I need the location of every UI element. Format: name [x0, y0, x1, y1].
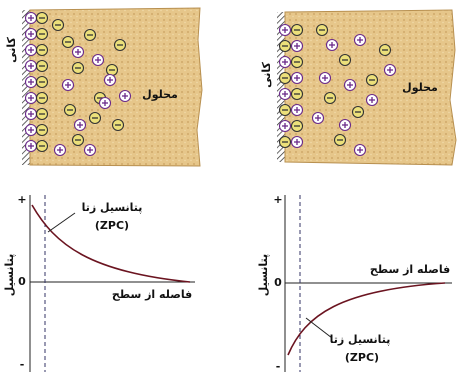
- cation: [63, 80, 74, 91]
- cation: [26, 109, 37, 120]
- cation: [26, 29, 37, 40]
- solution-label: محلول: [142, 88, 178, 101]
- y-label: پتانسیل: [3, 254, 16, 296]
- anion: [107, 65, 118, 76]
- cation: [280, 89, 291, 100]
- zeta-label: پتانسیل زتا: [330, 333, 391, 346]
- anion: [37, 125, 48, 136]
- zeta-label: پتانسیل زتا: [82, 201, 143, 214]
- anion: [37, 29, 48, 40]
- cation: [85, 145, 96, 156]
- y-minus: -: [276, 360, 281, 373]
- cation: [327, 40, 338, 51]
- anion: [37, 109, 48, 120]
- anion: [325, 93, 336, 104]
- cation: [75, 120, 86, 131]
- anion: [317, 25, 328, 36]
- anion: [37, 77, 48, 88]
- cation: [340, 120, 351, 131]
- cation: [292, 73, 303, 84]
- y-plus: +: [17, 193, 26, 206]
- anion: [280, 137, 291, 148]
- figure: کانی محلول کانی محلول + 0 - پتانسیل پتان…: [0, 0, 457, 374]
- anion: [85, 30, 96, 41]
- y-zero: 0: [18, 275, 26, 288]
- cation: [26, 61, 37, 72]
- anion: [340, 55, 351, 66]
- cation: [26, 125, 37, 136]
- anion: [63, 37, 74, 48]
- anion: [37, 45, 48, 56]
- mineral-label: کانی: [260, 62, 273, 88]
- anion: [53, 20, 64, 31]
- anion: [280, 105, 291, 116]
- y-minus: -: [20, 358, 25, 371]
- anion: [335, 135, 346, 146]
- anion: [280, 73, 291, 84]
- anion: [65, 105, 76, 116]
- cation: [26, 45, 37, 56]
- cation: [355, 35, 366, 46]
- anion: [37, 13, 48, 24]
- leader-line: [306, 318, 332, 338]
- anion: [280, 41, 291, 52]
- cation: [120, 91, 131, 102]
- cation: [292, 105, 303, 116]
- cation: [280, 57, 291, 68]
- cation: [100, 98, 111, 109]
- leader-line: [48, 213, 75, 232]
- anion: [292, 57, 303, 68]
- anion: [113, 120, 124, 131]
- zpc-label: (ZPC): [345, 351, 379, 364]
- y-zero: 0: [274, 276, 282, 289]
- cation: [93, 55, 104, 66]
- cation: [73, 47, 84, 58]
- anion: [115, 40, 126, 51]
- anion: [37, 141, 48, 152]
- cation: [280, 121, 291, 132]
- y-label: پتانسیل: [257, 254, 270, 296]
- cation: [367, 95, 378, 106]
- solution-label: محلول: [402, 81, 438, 94]
- anion: [292, 121, 303, 132]
- anion: [353, 107, 364, 118]
- anion: [37, 61, 48, 72]
- cation: [26, 77, 37, 88]
- cation: [26, 13, 37, 24]
- x-label: فاصله از سطح: [112, 288, 192, 301]
- cation: [105, 75, 116, 86]
- cation: [385, 65, 396, 76]
- y-plus: +: [273, 193, 282, 206]
- cation: [26, 141, 37, 152]
- anion: [73, 63, 84, 74]
- cation: [292, 41, 303, 52]
- solution-area: [30, 8, 202, 166]
- anion: [73, 135, 84, 146]
- cation: [345, 80, 356, 91]
- cation: [55, 145, 66, 156]
- cation: [320, 73, 331, 84]
- cation: [292, 137, 303, 148]
- anion: [37, 93, 48, 104]
- cation: [355, 145, 366, 156]
- anion: [292, 25, 303, 36]
- anion: [367, 75, 378, 86]
- cation: [280, 25, 291, 36]
- anion: [380, 45, 391, 56]
- cation: [26, 93, 37, 104]
- anion: [90, 113, 101, 124]
- zpc-label: (ZPC): [95, 219, 129, 232]
- x-label: فاصله از سطح: [370, 263, 450, 276]
- anion: [292, 89, 303, 100]
- mineral-label: کانی: [5, 37, 18, 63]
- cation: [313, 113, 324, 124]
- potential-curve: [32, 205, 190, 282]
